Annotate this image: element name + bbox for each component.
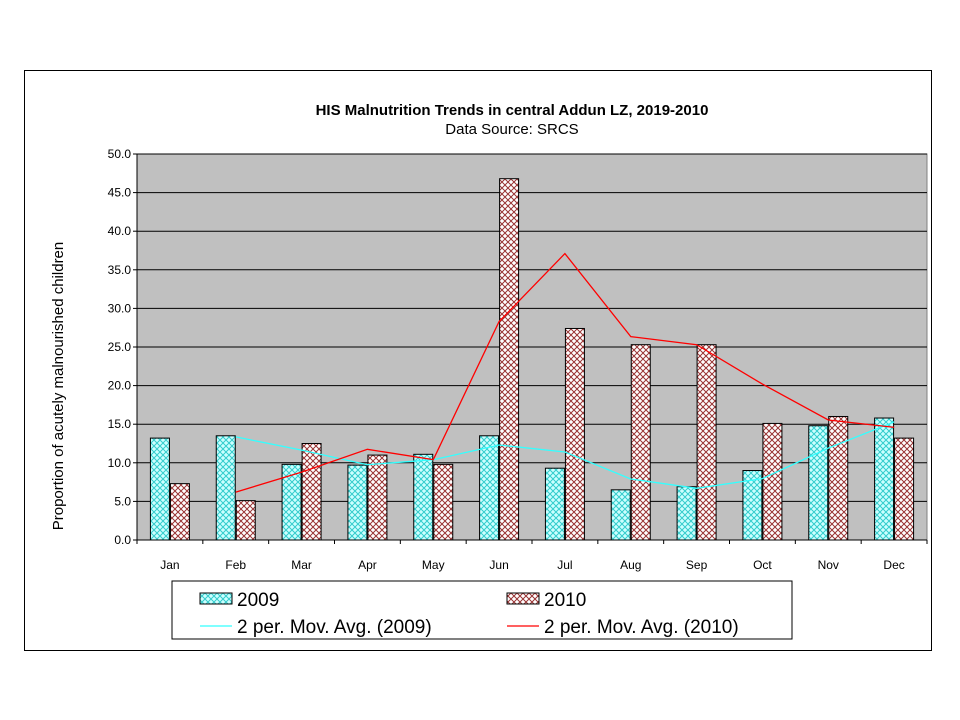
bar-2010-Feb [235, 500, 256, 541]
bar-2009-Feb [215, 435, 236, 541]
plot-area: 0.0 5.0 10.0 15.0 20.0 25.0 30.0 35.0 40.0 45.0 50… [108, 147, 928, 572]
x-tick-label: Jan [160, 558, 179, 572]
y-tick-label: 10.0 [108, 456, 132, 470]
y-tick-label: 0.0 [114, 533, 131, 547]
bar-2010-Jun [499, 178, 520, 541]
y-tick-label: 50.0 [108, 147, 132, 161]
bar-2009-Aug [610, 489, 631, 541]
chart-subtitle: Data Source: SRCS [445, 121, 578, 138]
chart-frame: HIS Malnutrition Trends in central Addun… [24, 70, 932, 651]
bar-2010-May [433, 463, 454, 541]
bar-2009-Jan [149, 437, 170, 541]
bar-2009-Sep [676, 486, 697, 541]
legend-swatch-2010 [506, 592, 540, 605]
y-tick-label: 40.0 [108, 224, 132, 238]
y-tick-label: 5.0 [114, 494, 131, 508]
legend-swatch-2009 [199, 592, 233, 605]
bar-2009-Apr [347, 464, 368, 541]
y-tick-label: 25.0 [108, 340, 132, 354]
bar-2010-Jan [169, 483, 190, 541]
bar-2009-Dec [874, 417, 895, 541]
bar-2009-Jul [544, 467, 565, 541]
bar-2010-Sep [696, 344, 717, 541]
bar-2009-May [413, 453, 434, 541]
moving-average-line-2009 [235, 421, 895, 489]
bar-2009-Nov [808, 425, 829, 541]
bar-2010-Aug [630, 344, 651, 541]
legend-label-moving-average-0: 2 per. Mov. Avg. (2009) [237, 617, 432, 638]
x-tick-label: May [422, 558, 445, 572]
chart-svg: HIS Malnutrition Trends in central Addun… [50, 102, 928, 640]
x-tick-label: Sep [686, 558, 708, 572]
x-tick-label: Nov [818, 558, 839, 572]
legend-label-moving-average-1: 2 per. Mov. Avg. (2010) [544, 617, 739, 638]
chart-title: HIS Malnutrition Trends in central Addun… [316, 102, 709, 119]
x-tick-label: Apr [358, 558, 377, 572]
x-tick-label: Mar [291, 558, 312, 572]
x-tick-label: Aug [620, 558, 641, 572]
y-tick-label: 15.0 [108, 417, 132, 431]
bar-2009-Jun [479, 435, 500, 541]
y-tick-label: 35.0 [108, 263, 132, 277]
y-tick-label: 45.0 [108, 186, 132, 200]
x-tick-label: Oct [753, 558, 772, 572]
y-tick-label: 30.0 [108, 301, 132, 315]
y-axis-label: Proportion of acutely malnourished child… [50, 242, 67, 531]
legend-box [171, 580, 793, 640]
x-tick-label: Jun [489, 558, 508, 572]
legend: 2009 2010 2 per. Mov. Avg. (2009) 2 per. Mo… [171, 580, 793, 640]
bar-2010-Jul [564, 327, 585, 541]
legend-label-2010: 2010 [544, 590, 586, 611]
bar-2010-Oct [762, 422, 783, 541]
legend-label-2009: 2009 [237, 590, 279, 611]
moving-average-line-2010 [235, 252, 895, 493]
bar-2010-Apr [367, 454, 388, 541]
x-tick-label: Jul [557, 558, 572, 572]
bar-2010-Mar [301, 443, 322, 541]
x-tick-label: Feb [225, 558, 246, 572]
y-tick-label: 20.0 [108, 379, 132, 393]
bar-2010-Dec [894, 437, 915, 541]
x-tick-label: Dec [883, 558, 904, 572]
bar-2010-Nov [828, 415, 849, 541]
